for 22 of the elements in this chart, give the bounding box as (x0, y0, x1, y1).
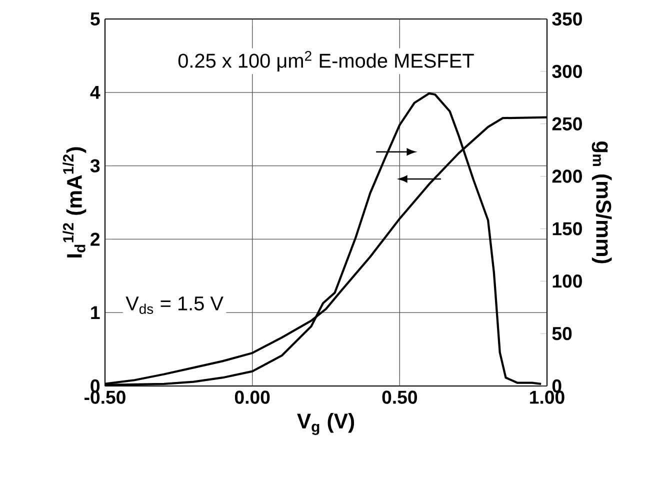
x-tick-label: 0.00 (234, 390, 270, 404)
x-tick-label: 1.00 (530, 390, 564, 404)
y-tick-label: 4 (90, 86, 100, 99)
y2-tick-label: 200 (552, 170, 582, 183)
y2-tick-label: 350 (552, 12, 582, 26)
y2-tick-label: 150 (552, 222, 582, 236)
annotation: V$_{ds}$ = 1.5 V (126, 296, 224, 314)
x-axis-title: V$_{g}$ (V) (297, 412, 354, 435)
y2-tick-label: 250 (552, 117, 582, 130)
y-tick-label: 2 (90, 232, 100, 246)
annotation: 0.25 x 100 μm$^{2}$ E-mode MESFET (178, 50, 474, 72)
y2-tick-label: 50 (552, 326, 572, 340)
y2-tick-label: 100 (552, 274, 582, 288)
x-tick-label: 0.50 (382, 390, 418, 404)
y2-axis-title: g$_{m}$ (mS/mm) (592, 142, 612, 264)
y-tick-label: 3 (90, 159, 100, 172)
y-axis-title: I$_{d}$$^{1/2}$ (mA$^{1/2}$) (62, 147, 86, 258)
x-tick-label: -0.50 (84, 390, 126, 404)
y2-tick-label: 300 (552, 64, 582, 78)
y-tick-label: 5 (90, 12, 100, 26)
y-tick-label: 1 (91, 306, 100, 319)
y2-tick-label: 0 (552, 379, 562, 393)
